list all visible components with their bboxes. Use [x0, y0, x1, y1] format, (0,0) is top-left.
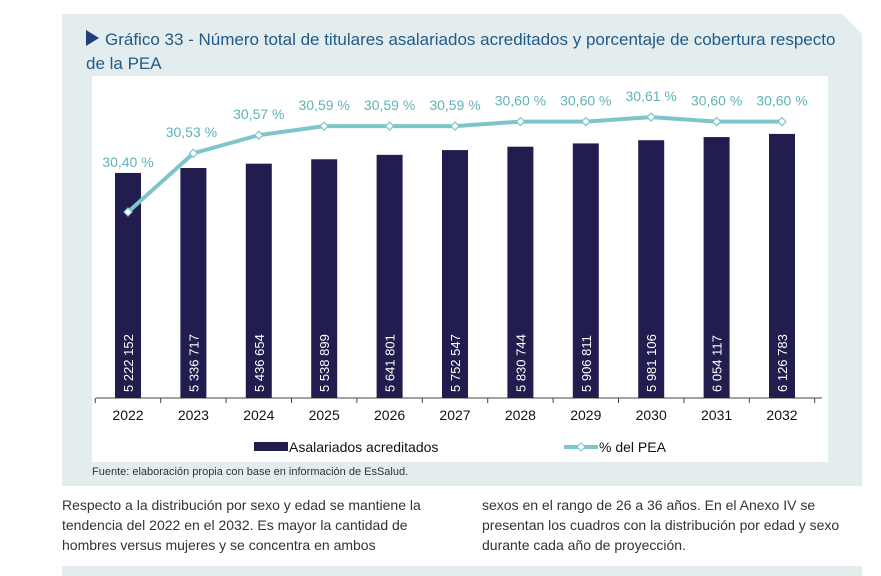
bar	[442, 150, 468, 398]
triangle-icon	[86, 30, 99, 46]
next-panel	[62, 566, 862, 576]
pea-marker	[515, 116, 526, 127]
x-tick-label: 2030	[636, 407, 667, 423]
pea-value-label: 30,40 %	[102, 154, 153, 170]
pea-value-label: 30,60 %	[756, 93, 807, 109]
x-tick-label: 2029	[570, 407, 601, 423]
body-text-right: sexos en el rango de 26 a 36 años. En el…	[482, 497, 840, 553]
pea-value-label: 30,59 %	[299, 97, 350, 113]
source-note: Fuente: elaboración propia con base en i…	[92, 466, 409, 478]
bar-value-label: 5 641 801	[383, 334, 398, 392]
x-tick-label: 2023	[178, 407, 209, 423]
bar	[376, 154, 403, 398]
bar	[572, 143, 599, 398]
x-tick-label: 2031	[701, 407, 732, 423]
x-tick-label: 2026	[374, 407, 405, 423]
legend-bar-swatch	[254, 442, 288, 451]
bar-value-label: 5 830 744	[513, 334, 528, 392]
bar	[703, 137, 730, 398]
pea-marker	[123, 207, 133, 217]
bar-value-label: 5 752 547	[448, 334, 463, 392]
bar-value-label: 5 981 106	[644, 334, 659, 392]
x-tick-label: 2028	[505, 407, 536, 423]
bar	[507, 146, 534, 398]
bar	[769, 133, 795, 398]
chart-title-text: Gráfico 33 - Número total de titulares a…	[86, 30, 836, 73]
chart-svg: 5 222 152 2022 5 336 717 2023 5 436 654 2024 5…	[94, 88, 822, 455]
pea-marker	[253, 130, 264, 141]
bar-value-label: 5 906 811	[579, 335, 594, 392]
bar	[638, 140, 665, 398]
bar-value-label: 5 538 899	[317, 334, 332, 392]
pea-value-label: 30,61 %	[626, 88, 677, 104]
x-tick-label: 2022	[112, 407, 143, 423]
pea-marker	[319, 121, 330, 131]
pea-value-label: 30,60 %	[691, 93, 742, 109]
bar-value-label: 5 436 654	[252, 334, 267, 392]
bar-value-label: 6 054 117	[710, 335, 725, 392]
pea-marker	[450, 121, 460, 131]
body-text-left: Respecto a la distribución por sexo y ed…	[62, 497, 421, 553]
chart-title: Gráfico 33 - Número total de titulares a…	[86, 28, 846, 76]
bar	[245, 163, 272, 398]
bar-value-label: 5 336 717	[186, 334, 201, 392]
pea-value-label: 30,53 %	[166, 124, 217, 140]
chart-area: 5 222 152 2022 5 336 717 2023 5 436 654 2024 5…	[92, 76, 828, 462]
pea-marker	[580, 116, 591, 127]
pea-marker	[711, 116, 722, 127]
x-tick-label: 2024	[243, 407, 274, 423]
x-tick-label: 2032	[766, 407, 797, 423]
pea-value-label: 30,60 %	[560, 93, 611, 109]
pea-marker	[384, 121, 395, 131]
legend-line-label: % del PEA	[599, 439, 667, 455]
pea-marker	[646, 112, 657, 122]
pea-marker	[777, 116, 787, 127]
bar-value-label: 6 126 783	[775, 334, 790, 392]
bar	[311, 159, 338, 398]
pea-value-label: 30,59 %	[429, 97, 480, 113]
pea-marker	[188, 148, 199, 159]
legend-bar-label: Asalariados acreditados	[289, 439, 438, 455]
x-tick-label: 2025	[309, 407, 340, 423]
pea-value-label: 30,59 %	[364, 97, 415, 113]
bar-value-label: 5 222 152	[121, 334, 136, 392]
pea-value-label: 30,60 %	[495, 93, 546, 109]
bar	[180, 167, 207, 398]
x-tick-label: 2027	[439, 407, 470, 423]
pea-value-label: 30,57 %	[233, 106, 284, 122]
legend-line-marker	[576, 442, 586, 452]
